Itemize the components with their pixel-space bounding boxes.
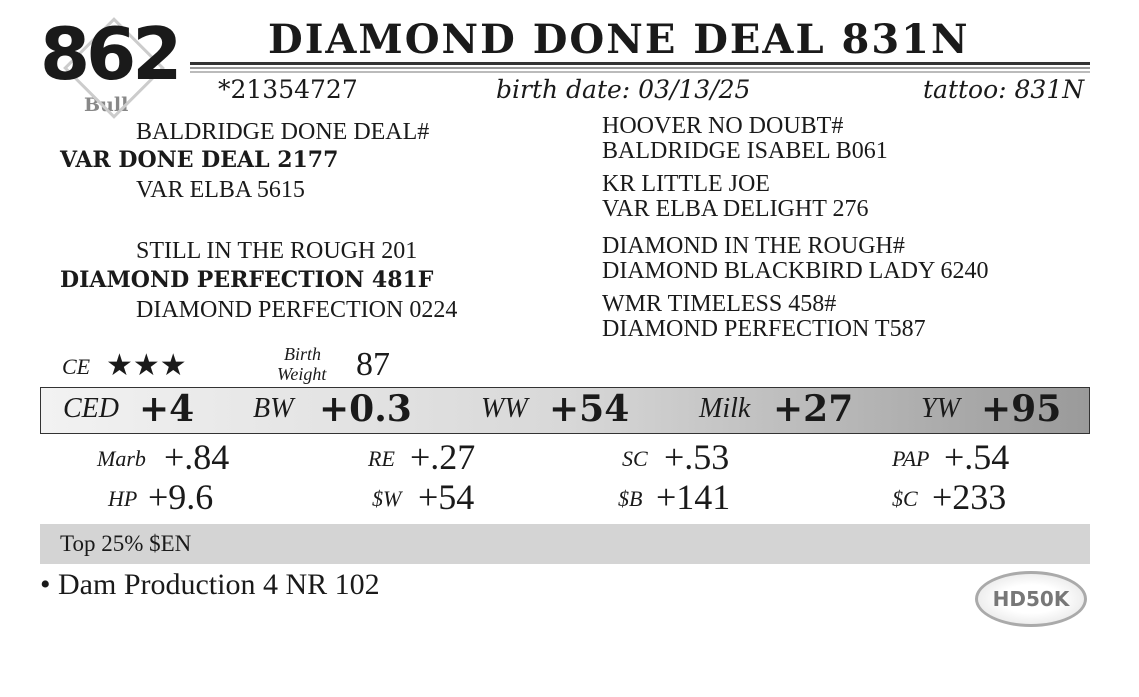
epd-bar: CED +4 BW +0.3 WW +54 Milk +27 YW +95 — [40, 387, 1090, 434]
trait-label: RE — [368, 446, 395, 471]
birth-date-label: birth date: — [496, 75, 631, 104]
trait-label: $B — [618, 486, 643, 511]
pedigree-ancestor: WMR TIMELESS 458# — [602, 291, 837, 317]
epd-label: YW — [921, 393, 960, 424]
trait-value: +233 — [932, 477, 1007, 517]
trait-value: +.53 — [664, 437, 730, 477]
epd-label: WW — [481, 393, 528, 424]
note: • Dam Production 4 NR 102 — [40, 568, 380, 601]
epd-value: +54 — [549, 388, 630, 430]
ce-stars-icon: ★★★ — [106, 348, 187, 383]
tattoo-label: tattoo: — [923, 75, 1007, 104]
tattoo: 831N — [1014, 75, 1085, 104]
epd-label: CED — [63, 393, 119, 424]
pedigree-ancestor: HOOVER NO DOUBT# — [602, 113, 844, 139]
trait-value: +.54 — [944, 437, 1010, 477]
pedigree-ancestor: BALDRIDGE ISABEL B061 — [602, 138, 888, 164]
trait-value: +54 — [418, 477, 475, 517]
highlight-text: Top 25% $EN — [60, 531, 192, 556]
hd50k-logo: HD50K — [975, 571, 1087, 627]
dam-dam: DIAMOND PERFECTION 0224 — [136, 297, 458, 323]
sire-dam: VAR ELBA 5615 — [136, 177, 305, 203]
epd-value: +0.3 — [319, 388, 412, 430]
highlight-bar: Top 25% $EN — [40, 524, 1090, 564]
epd-label: Milk — [699, 393, 751, 424]
registration-number: *21354727 — [218, 75, 358, 104]
dam-sire: STILL IN THE ROUGH 201 — [136, 238, 418, 264]
trait-value: +.84 — [164, 437, 230, 477]
trait-value: +141 — [656, 477, 731, 517]
pedigree-ancestor: VAR ELBA DELIGHT 276 — [602, 196, 869, 222]
title-rule — [190, 71, 1090, 73]
trait-label: PAP — [892, 446, 930, 471]
trait-value: +9.6 — [148, 477, 214, 517]
sex-label: Bull — [84, 94, 129, 116]
trait-label: HP — [108, 486, 138, 511]
epd-value: +27 — [773, 388, 854, 430]
title-rule — [190, 62, 1090, 65]
trait-label: SC — [622, 446, 648, 471]
pedigree-ancestor: DIAMOND BLACKBIRD LADY 6240 — [602, 258, 989, 284]
epd-value: +95 — [981, 388, 1062, 430]
ce-label: CE — [62, 354, 91, 379]
birth-weight-value: 87 — [356, 346, 390, 383]
pedigree-ancestor: KR LITTLE JOE — [602, 171, 770, 197]
dam: DIAMOND PERFECTION 481F — [60, 267, 434, 293]
sire: VAR DONE DEAL 2177 — [60, 147, 339, 173]
pedigree-ancestor: DIAMOND IN THE ROUGH# — [602, 233, 905, 259]
pedigree-ancestor: DIAMOND PERFECTION T587 — [602, 316, 926, 342]
trait-label: Marb — [97, 446, 146, 471]
sire-sire: BALDRIDGE DONE DEAL# — [136, 119, 430, 145]
trait-label: $W — [372, 486, 402, 511]
trait-value: +.27 — [410, 437, 476, 477]
birth-date: 03/13/25 — [638, 75, 751, 104]
birth-weight-label: Birth — [284, 344, 322, 364]
epd-label: BW — [253, 393, 294, 424]
title-rule — [190, 67, 1090, 69]
epd-value: +4 — [139, 388, 195, 430]
lot-number: 862 — [40, 12, 182, 96]
animal-name: DIAMOND DONE DEAL 831N — [268, 16, 970, 63]
trait-label: $C — [892, 486, 918, 511]
birth-weight-label: Weight — [277, 364, 327, 384]
